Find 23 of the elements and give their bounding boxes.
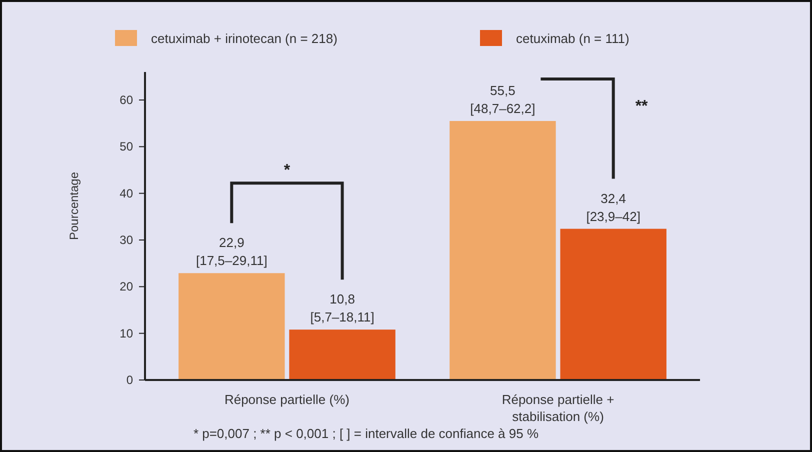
annotation: **	[635, 98, 649, 115]
data-label: 55,5 [48,7–62,2]	[470, 83, 536, 116]
y-tick-label: 30	[120, 233, 134, 247]
y-tick-label: 0	[126, 373, 134, 387]
bar	[289, 330, 396, 380]
y-tick-label: 60	[120, 93, 134, 107]
bar	[450, 121, 556, 380]
data-label: 10,8 [5,7–18,11]	[310, 292, 374, 325]
y-tick-label: 10	[120, 326, 134, 340]
text: * p=0,007 ; ** p < 0,001 ; [ ] = intervalle de confiance à 95 %	[193, 426, 539, 441]
legend-label: cetuximab + irinotecan (n = 218)	[151, 31, 338, 46]
bar	[560, 228, 666, 380]
x-tick-label: Réponse partielle (%)	[224, 392, 350, 407]
y-tick-label: 20	[120, 280, 134, 294]
annotation: *	[284, 162, 291, 180]
y-axis-title: Pourcentage	[67, 172, 81, 240]
x-tick-label: Réponse partielle + stabilisation (%)	[502, 392, 614, 424]
data-label: 22,9 [17,5–29,11]	[196, 235, 268, 268]
legend-label: cetuximab (n = 111)	[516, 31, 630, 46]
bar	[178, 273, 285, 380]
data-label: 32,4 [23,9–42]	[586, 190, 640, 224]
y-tick-label: 40	[120, 186, 134, 200]
y-tick-label: 50	[120, 140, 134, 154]
